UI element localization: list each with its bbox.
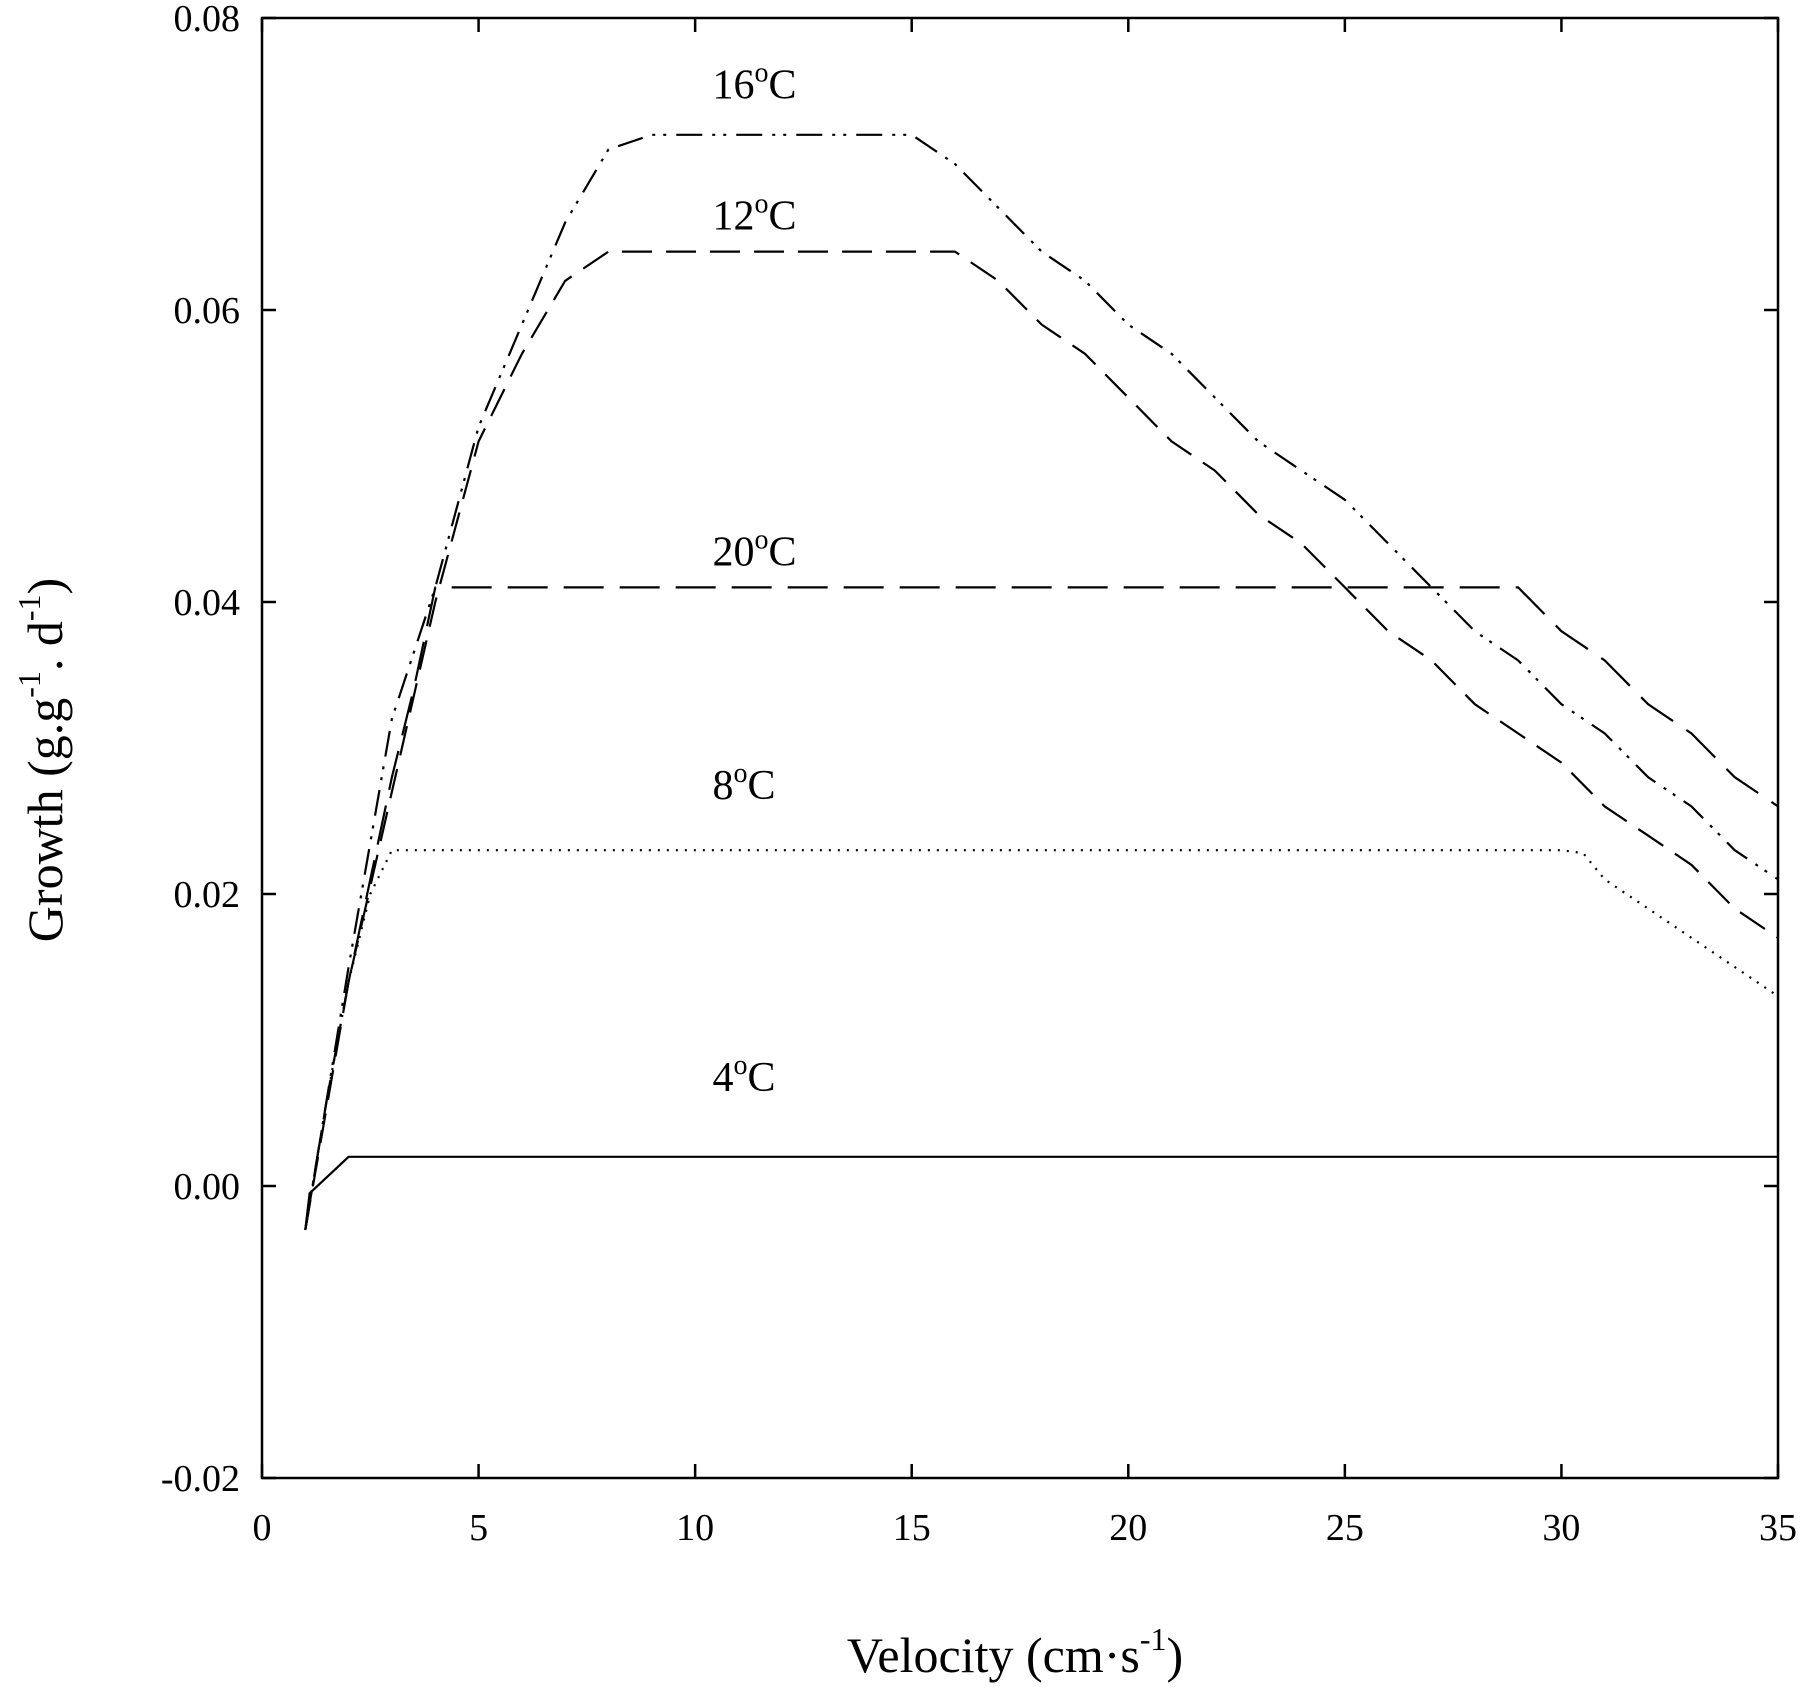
x-tick-label: 15: [893, 1507, 931, 1549]
y-tick-label: 0.06: [174, 290, 241, 332]
tick-labels: 0 5 10 15 20 25 30 35 -0.02 0.00 0.02 0.04 0.06 0.08: [161, 0, 1797, 1549]
y-tick-label: 0.04: [174, 582, 241, 624]
x-tick-label: 10: [676, 1507, 714, 1549]
plot-frame: [260, 16, 1780, 1480]
axis-ticks: [260, 16, 1780, 1480]
series-label-4c: 4oC: [712, 1050, 775, 1101]
y-tick-label: 0.00: [174, 1166, 241, 1208]
x-tick-label: 0: [253, 1507, 272, 1549]
x-tick-label: 30: [1542, 1507, 1580, 1549]
x-tick-label: 20: [1109, 1507, 1147, 1549]
series-label-8c: 8oC: [712, 758, 775, 809]
series-labels: 4oC 8oC 20oC 12oC 16oC: [712, 57, 796, 1101]
series-lines: [304, 133, 1779, 1230]
x-axis-title: Velocity (cm·s-1): [847, 1621, 1183, 1683]
series-label-12c: 12oC: [712, 189, 796, 240]
x-tick-label: 25: [1326, 1507, 1364, 1549]
series-line-4c: [304, 1155, 1778, 1230]
x-tick-label: 35: [1759, 1507, 1797, 1549]
series-label-16c: 16oC: [712, 57, 796, 108]
y-tick-label: 0.08: [174, 0, 241, 40]
y-tick-label: -0.02: [161, 1458, 240, 1500]
y-tick-label: 0.02: [174, 874, 241, 916]
x-tick-label: 5: [469, 1507, 488, 1549]
y-axis-title: Growth (g.g-1. d-1): [11, 578, 73, 942]
series-label-20c: 20oC: [712, 525, 796, 576]
series-line-16c: [304, 133, 1779, 1230]
plot-border: [260, 16, 1780, 1480]
series-line-12c: [304, 250, 1779, 1230]
series-line-20c: [304, 586, 1779, 1230]
series-line-8c: [304, 849, 1779, 1230]
